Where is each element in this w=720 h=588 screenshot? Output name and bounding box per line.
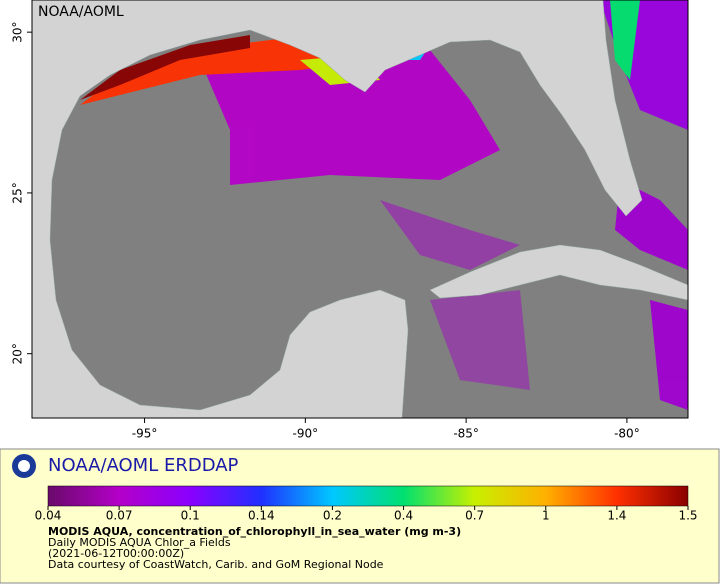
colorbar-tick-label: 1: [542, 509, 550, 523]
y-tick-label: 25°: [11, 182, 25, 203]
y-tick-label: 20°: [11, 343, 25, 364]
colorbar-tick-label: 1.4: [607, 509, 626, 523]
footer-title: NOAA/AOML ERDDAP: [48, 455, 239, 476]
footer-line: Data courtesy of CoastWatch, Carib. and …: [48, 558, 384, 571]
footer-line: Daily MODIS AQUA Chlor_a Fields: [48, 536, 231, 549]
colorbar-tick-label: 0.1: [181, 509, 200, 523]
footer-panel: [0, 448, 720, 584]
y-tick-label: 30°: [11, 22, 25, 43]
colorbar-tick-label: 0.2: [323, 509, 342, 523]
map-label: NOAA/AOML: [38, 4, 124, 20]
cuba: [429, 244, 688, 301]
variable-title: MODIS AQUA, concentration_of_chlorophyll…: [48, 525, 461, 538]
x-tick-label: -80°: [614, 427, 640, 441]
colorbar-tick-label: 0.07: [106, 509, 133, 523]
map-frame: [31, 0, 689, 419]
x-tick-label: -90°: [293, 427, 319, 441]
colorbar-tick-label: 0.4: [394, 509, 413, 523]
noaa-logo-inner: [18, 460, 30, 472]
map: [32, 0, 688, 418]
colorbar-tick-label: 0.14: [248, 509, 275, 523]
land: [32, 0, 643, 418]
footer-line: (2021-06-12T00:00:00Z): [48, 547, 184, 560]
x-tick-label: -95°: [132, 427, 158, 441]
colorbar-tick-label: 1.5: [678, 509, 697, 523]
x-tick-label: -85°: [453, 427, 479, 441]
colorbar-tick-label: 0.04: [35, 509, 62, 523]
colorbar-tick-label: 0.7: [465, 509, 484, 523]
colorbar: [47, 485, 689, 507]
